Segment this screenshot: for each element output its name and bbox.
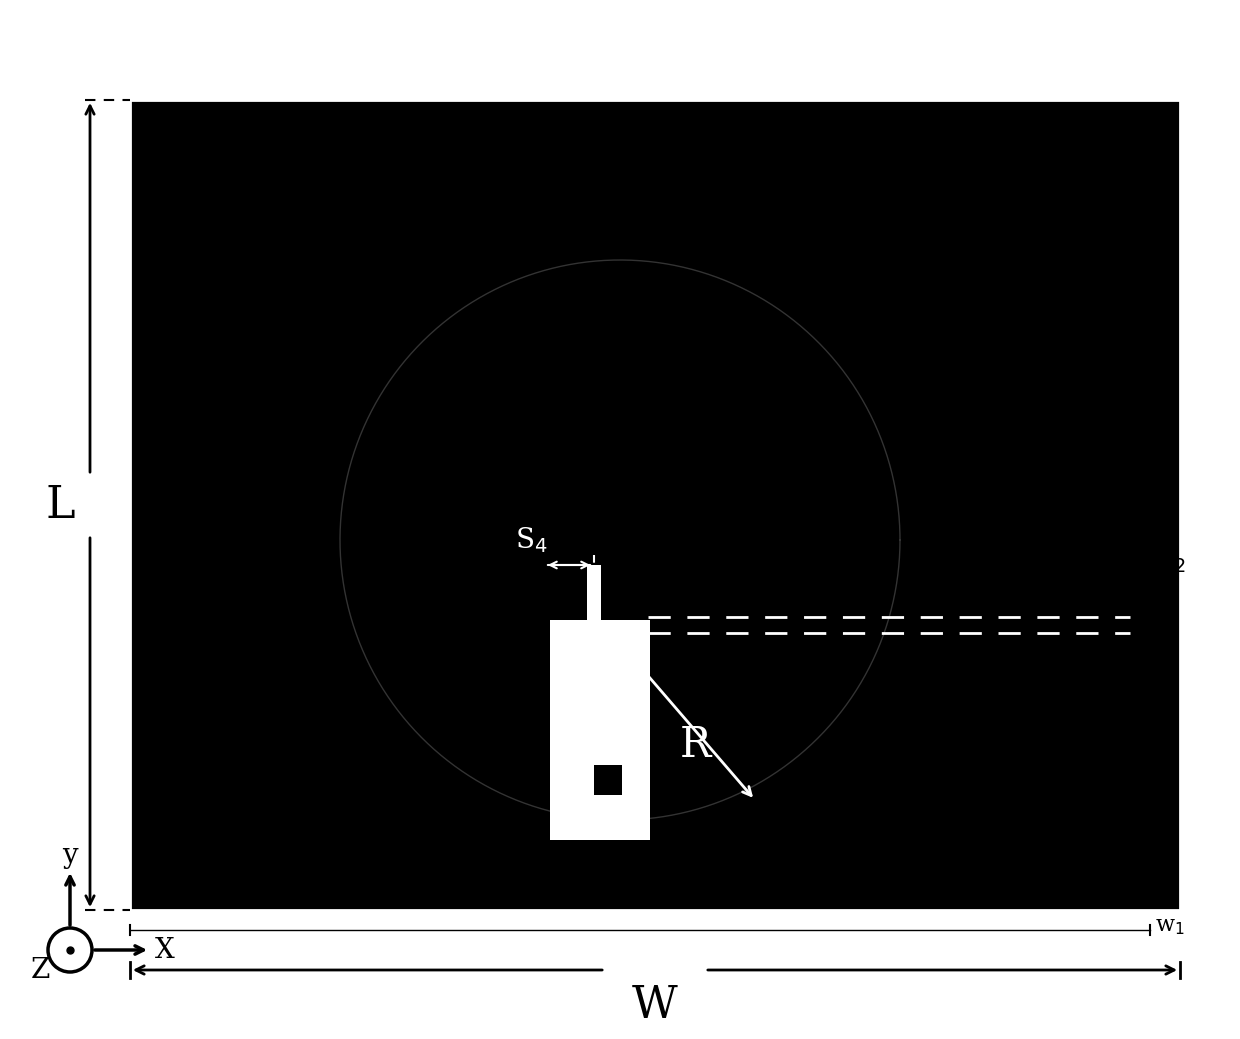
Text: L: L (45, 483, 74, 527)
Bar (130, 100, 1180, 910)
Text: S$_4$: S$_4$ (516, 525, 548, 555)
Bar (551, 620, 580, 795)
Text: a: a (632, 888, 647, 911)
Text: X: X (155, 936, 175, 963)
Text: y: y (62, 842, 78, 869)
Bar (551, 620, 650, 840)
Text: w$_1$: w$_1$ (1154, 915, 1184, 937)
Bar (594, 765, 622, 795)
Text: R: R (680, 724, 711, 766)
Text: W: W (632, 984, 678, 1027)
Text: S$_5$: S$_5$ (1145, 605, 1177, 635)
Bar (594, 620, 622, 795)
Bar (551, 805, 650, 840)
Text: W$_2$: W$_2$ (1145, 545, 1187, 575)
Bar (587, 565, 601, 620)
Text: Z: Z (30, 957, 50, 984)
